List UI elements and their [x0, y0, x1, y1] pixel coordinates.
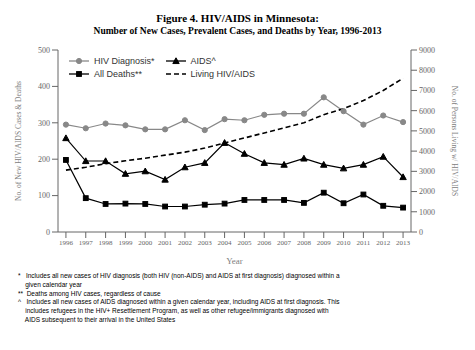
svg-text:400: 400 — [38, 82, 50, 91]
svg-text:9000: 9000 — [419, 46, 435, 55]
svg-text:2000: 2000 — [419, 187, 435, 196]
svg-text:8000: 8000 — [419, 66, 435, 75]
svg-text:2007: 2007 — [277, 239, 292, 247]
html-text:** Deaths among HIV cases, reg: ** Deaths among HIV cases, regardless of… — [18, 289, 161, 297]
svg-text:2002: 2002 — [178, 239, 193, 247]
svg-text:7000: 7000 — [419, 86, 435, 95]
svg-text:2004: 2004 — [218, 239, 233, 247]
html-text:All Deaths**: All Deaths** — [94, 69, 142, 79]
svg-text:3000: 3000 — [419, 167, 435, 176]
svg-text:2005: 2005 — [237, 239, 252, 247]
html-text:Figure 4. HIV/AIDS in Minnesot: Figure 4. HIV/AIDS in Minnesota: — [156, 12, 319, 24]
svg-text:100: 100 — [38, 191, 50, 200]
svg-text:0: 0 — [419, 228, 423, 237]
html-text:Living HIV/AIDS: Living HIV/AIDS — [190, 69, 256, 79]
svg-text:0: 0 — [46, 228, 50, 237]
svg-text:500: 500 — [38, 46, 50, 55]
svg-text:200: 200 — [38, 155, 50, 164]
svg-text:5000: 5000 — [419, 127, 435, 136]
svg-text:1000: 1000 — [419, 208, 435, 217]
svg-text:2013: 2013 — [396, 239, 411, 247]
svg-text:2008: 2008 — [297, 239, 312, 247]
svg-text:1999: 1999 — [118, 239, 133, 247]
html-text:Number of New Cases, Prevalent: Number of New Cases, Prevalent Cases, an… — [93, 26, 382, 36]
svg-text:No. of New HIV/AIDS Cases & De: No. of New HIV/AIDS Cases & Deaths — [14, 81, 23, 201]
svg-text:2011: 2011 — [357, 239, 371, 247]
html-text:AIDS^: AIDS^ — [190, 56, 216, 66]
html-text:* Includes all new cases of HI: * Includes all new cases of HIV diagnosi… — [18, 272, 340, 288]
svg-text:Year: Year — [226, 256, 243, 266]
svg-text:6000: 6000 — [419, 107, 435, 116]
html-text:HIV Diagnosis*: HIV Diagnosis* — [94, 56, 155, 66]
svg-text:1998: 1998 — [99, 239, 114, 247]
svg-text:2006: 2006 — [257, 239, 272, 247]
svg-text:2012: 2012 — [376, 239, 391, 247]
svg-text:2009: 2009 — [317, 239, 332, 247]
svg-text:4000: 4000 — [419, 147, 435, 156]
svg-text:No. of Persons Living w/ HIV/A: No. of Persons Living w/ HIV/AIDS — [450, 86, 459, 196]
svg-text:2000: 2000 — [138, 239, 153, 247]
svg-text:2001: 2001 — [158, 239, 173, 247]
svg-text:300: 300 — [38, 119, 50, 128]
svg-text:2010: 2010 — [337, 239, 352, 247]
svg-text:1996: 1996 — [59, 239, 74, 247]
html-text:^ Includes all new cases of AI: ^ Includes all new cases of AIDS diagnos… — [18, 298, 340, 323]
svg-text:1997: 1997 — [79, 239, 94, 247]
svg-text:2003: 2003 — [198, 239, 213, 247]
